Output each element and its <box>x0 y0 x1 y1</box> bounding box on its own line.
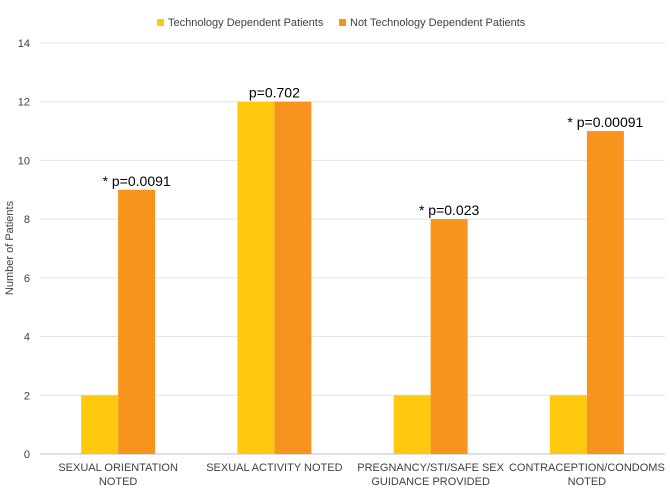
y-tick-label: 2 <box>24 390 30 402</box>
bar <box>237 101 275 454</box>
y-tick-label: 12 <box>18 97 30 109</box>
legend-label: Technology Dependent Patients <box>168 17 324 29</box>
bars <box>81 101 624 455</box>
bar <box>274 101 312 454</box>
bar <box>549 395 587 454</box>
bar <box>118 189 156 455</box>
p-value-label: p=0.702 <box>249 85 300 101</box>
x-tick-label: CONTRACEPTION/CONDOMS <box>509 462 665 474</box>
legend: Technology Dependent Patients Not Technol… <box>157 17 526 29</box>
y-tick-label: 0 <box>24 449 30 461</box>
bar <box>430 219 468 454</box>
y-tick-label: 6 <box>24 273 30 285</box>
p-value-annotations: * p=0.0091 p=0.702 * p=0.023 * p=0.00091 <box>103 85 644 218</box>
bar <box>393 395 431 454</box>
p-value-label: * p=0.00091 <box>567 114 643 130</box>
y-tick-label: 14 <box>18 38 30 50</box>
x-tick-label: SEXUAL ORIENTATION <box>58 462 178 474</box>
legend-swatch <box>339 19 346 26</box>
legend-label: Not Technology Dependent Patients <box>350 17 526 29</box>
bar <box>81 395 119 454</box>
x-tick-label: SEXUAL ACTIVITY NOTED <box>206 462 342 474</box>
y-tick-label: 8 <box>24 214 30 226</box>
x-category-labels: SEXUAL ORIENTATION NOTED SEXUAL ACTIVITY N… <box>58 462 664 488</box>
x-tick-label: NOTED <box>568 476 607 488</box>
bar <box>586 131 624 455</box>
y-axis-label: Number of Patients <box>4 200 16 295</box>
p-value-label: * p=0.0091 <box>103 173 171 189</box>
legend-swatch <box>157 19 164 26</box>
p-value-label: * p=0.023 <box>419 202 480 218</box>
x-tick-label: GUIDANCE PROVIDED <box>371 476 490 488</box>
y-tick-label: 10 <box>18 155 30 167</box>
x-tick-label: PREGNANCY/STI/SAFE SEX <box>357 462 504 474</box>
x-tick-label: NOTED <box>99 476 138 488</box>
y-tick-label: 4 <box>24 332 30 344</box>
y-tick-labels: 0 2 4 6 8 10 12 14 <box>18 38 30 461</box>
